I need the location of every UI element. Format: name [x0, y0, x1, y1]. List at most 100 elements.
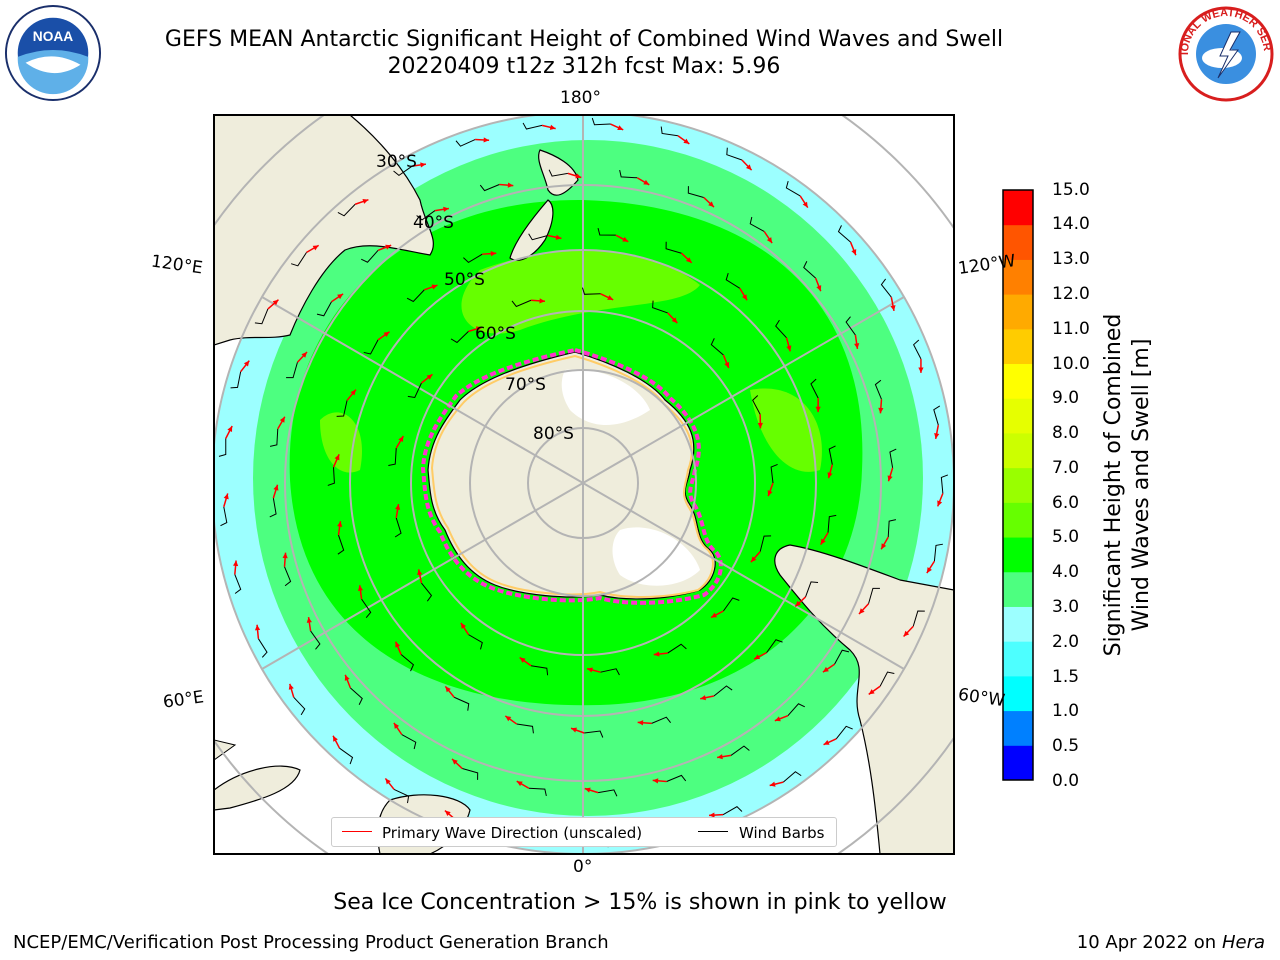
arrow-head [926, 567, 932, 574]
colorbar-segment [1003, 745, 1033, 781]
wind-barb [837, 225, 851, 243]
arrow-head [700, 695, 707, 701]
wind-barb [933, 543, 943, 562]
arrow-head [652, 778, 659, 784]
arrow-head [344, 674, 350, 681]
wind-barb [284, 566, 292, 587]
arrow-head [617, 125, 624, 130]
wind-barb [463, 253, 483, 264]
wind-barb [230, 371, 242, 389]
new-zealand-north [538, 149, 579, 196]
colorbar-segment [1003, 467, 1033, 503]
arrow-head [622, 236, 629, 242]
colorbar-tick: 15.0 [1052, 180, 1090, 200]
arrow-head [786, 345, 792, 352]
wind-barb [749, 216, 765, 232]
wind-barb [810, 378, 819, 399]
wind-barb [665, 241, 682, 254]
arrow-head [288, 683, 294, 690]
colorbar-segment [1003, 641, 1033, 677]
arrow-head [586, 667, 593, 673]
arrow-head [393, 722, 400, 729]
arrow-head [490, 251, 497, 257]
arrow-head [584, 787, 591, 793]
arrow-head [571, 727, 578, 733]
wind-barb [666, 774, 687, 782]
wind-barb [455, 139, 476, 147]
colorbar-segment [1003, 224, 1033, 260]
colorbar-label: Significant Height of Combined Wind Wave… [1101, 313, 1154, 657]
wind-barb [913, 339, 922, 360]
colorbar-tick: 1.0 [1052, 701, 1080, 721]
wind-barb [887, 519, 897, 538]
colorbar-tick: 1.5 [1052, 667, 1080, 687]
wind-barb [766, 639, 783, 654]
wave-arrows-layer [218, 117, 949, 848]
lon-label-0: 0° [573, 857, 593, 877]
arrow-head [637, 720, 644, 726]
wind-barb [220, 506, 228, 527]
arrow-head [934, 433, 940, 439]
arrow-head [769, 781, 776, 787]
arrow-head [516, 781, 523, 787]
colorbar [1003, 190, 1033, 781]
colorbar-segment [1003, 675, 1033, 712]
wind-barb [785, 180, 801, 197]
arrow-head [383, 331, 390, 338]
arrow-head [475, 326, 482, 332]
arrow-head [854, 343, 860, 349]
arrow-head [519, 657, 526, 663]
wind-barb [407, 382, 422, 399]
producer-credit: NCEP/EMC/Verification Post Processing Pr… [13, 932, 609, 953]
lat-label-80s: 80°S [533, 424, 574, 444]
arrow-head [881, 543, 887, 550]
colorbar-tick: 13.0 [1052, 249, 1090, 269]
colorbar-tick: 6.0 [1052, 493, 1080, 513]
arrow-head [653, 651, 660, 657]
colorbar-tick: 12.0 [1052, 284, 1090, 304]
arrow-head [362, 198, 369, 204]
arrow-head [254, 624, 261, 631]
wind-barb [803, 261, 816, 279]
arrow-head [766, 237, 773, 244]
arrow-head [452, 758, 458, 765]
arrow-head [802, 201, 808, 208]
nws-logo: NATIONAL WEATHER SERVICE [1176, 2, 1274, 102]
arrow-head [683, 138, 690, 144]
sea-ice-note: Sea Ice Concentration > 15% is shown in … [333, 890, 947, 915]
wind-barb [652, 300, 668, 314]
arrow-head [858, 608, 865, 614]
wind-barb [889, 448, 897, 468]
south-america [774, 544, 954, 854]
wind-barb [337, 203, 356, 217]
colorbar-tick: 5.0 [1052, 527, 1080, 547]
wind-barb [581, 287, 601, 295]
wind-barb [394, 517, 402, 538]
arrow-head [426, 374, 433, 380]
colorbar-tick: 3.0 [1052, 597, 1080, 617]
wind-barb [723, 597, 740, 612]
arrow-head [273, 484, 279, 491]
arrow-head [918, 367, 924, 373]
wind-barb [421, 582, 433, 602]
wind-barb [548, 169, 568, 177]
arrow-head [815, 406, 821, 413]
arrow-head [385, 244, 392, 250]
wind-barb [752, 395, 761, 415]
arrow-head [549, 124, 556, 130]
wind-barb [845, 316, 856, 336]
arrow-head [417, 569, 423, 576]
wind-barb [940, 474, 949, 494]
chart-subtitle: 20220409 t12z 312h fcst Max: 5.96 [387, 54, 781, 79]
arrow-head [555, 234, 562, 240]
arrow-head [890, 305, 896, 311]
arrow-head [671, 317, 678, 324]
arrow-head [607, 295, 614, 300]
arrow-head [887, 475, 893, 482]
arrow-head [223, 493, 229, 500]
colorbar-tick: 0.5 [1052, 736, 1080, 756]
wind-barb [234, 574, 242, 594]
wind-barb [350, 687, 363, 705]
arrow-head [483, 137, 490, 143]
